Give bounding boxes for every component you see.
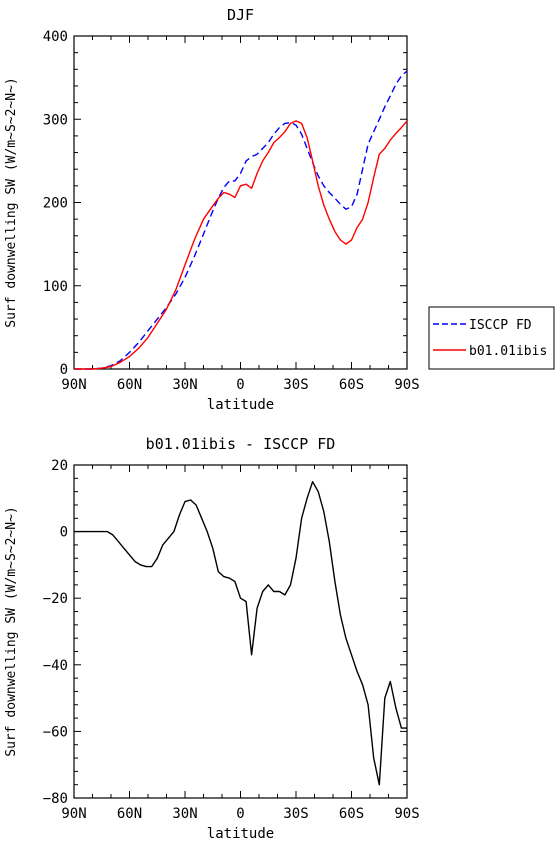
plot-frame [73,464,408,799]
x-tick-label: 30S [283,377,308,393]
y-tick-label: 100 [43,279,68,295]
x-tick-label: 90S [394,806,419,822]
series-line-isccp-fd [74,70,408,370]
y-tick-label: 0 [60,525,68,541]
y-tick-label: 300 [43,112,68,128]
x-tick-label: 30S [283,806,308,822]
legend-label: ISCCP FD [469,318,532,333]
x-axis-label: latitude [207,397,274,413]
x-tick-label: 90N [61,377,86,393]
y-tick-label: −80 [43,791,68,807]
y-tick-label: 0 [60,362,68,378]
x-axis-label: latitude [207,826,274,842]
x-tick-label: 60N [117,806,142,822]
x-tick-label: 60S [339,377,364,393]
y-tick-label: −60 [43,724,68,740]
panel-bottom: 90N 60N 30N 0 30S 60S 90S −80 −60 −40 −20 0 20 b01.01… [4,435,420,842]
x-tick-label: 90N [61,806,86,822]
x-tick-label: 30N [172,377,197,393]
x-tick-label: 60N [117,377,142,393]
x-tick-label: 90S [394,377,419,393]
series-line-b01-01ibis [74,120,408,370]
chart-title: b01.01ibis - ISCCP FD [146,435,336,453]
plot-frame [73,35,408,370]
x-tick-label: 0 [236,806,244,822]
series-line-0 [74,481,407,786]
y-axis-label: Surf downwelling SW (W/m~S~2~N~) [4,506,19,756]
legend: ISCCP FD b01.01ibis [428,306,555,370]
y-tick-label: 20 [51,458,68,474]
y-axis-label: Surf downwelling SW (W/m~S~2~N~) [4,77,19,327]
y-tick-label: 200 [43,196,68,212]
chart-title: DJF [227,6,254,24]
y-tick-label: 400 [43,29,68,45]
legend-box [428,306,555,370]
y-tick-label: −40 [43,658,68,674]
x-tick-label: 30N [172,806,197,822]
panel-top: 90N 60N 30N 0 30S 60S 90S 0 100 200 300 400 DJF latit… [4,6,420,413]
y-tick-label: −20 [43,591,68,607]
legend-label: b01.01ibis [469,344,547,359]
x-tick-label: 60S [339,806,364,822]
x-tick-label: 0 [236,377,244,393]
